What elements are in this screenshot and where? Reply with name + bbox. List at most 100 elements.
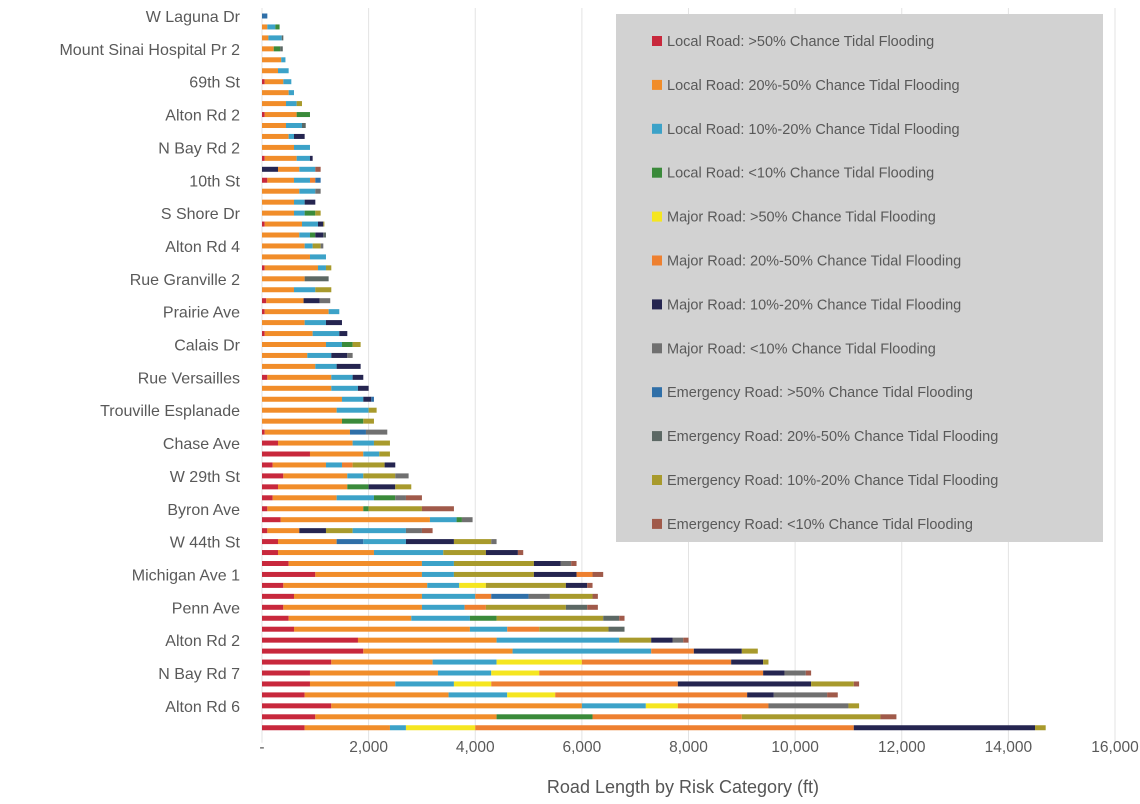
- bar-segment: [283, 473, 348, 479]
- bar-segment: [262, 298, 267, 304]
- bar-segment: [341, 462, 353, 468]
- bar-segment: [262, 188, 300, 194]
- bar-segment: [619, 637, 652, 643]
- y-tick-label: N Bay Rd 7: [158, 666, 240, 683]
- bar-segment: [773, 692, 828, 698]
- bar-segment: [581, 703, 646, 709]
- bar-segment: [453, 681, 492, 687]
- bar-segment: [304, 725, 390, 731]
- bar-segment: [336, 539, 364, 545]
- bar-segment: [301, 221, 318, 227]
- bar-segment: [312, 243, 321, 249]
- bar-segment: [347, 484, 369, 490]
- bar-segment: [363, 539, 406, 545]
- bar-segment: [384, 462, 396, 468]
- bar-segment: [619, 615, 625, 621]
- y-tick-label: Alton Rd 4: [165, 239, 240, 256]
- bar-segment: [296, 112, 310, 118]
- bar-segment: [405, 528, 422, 534]
- y-tick-label: Trouville Esplanade: [100, 403, 240, 420]
- bar-segment: [405, 495, 422, 501]
- bar-segment: [264, 155, 297, 161]
- bar-segment: [683, 637, 689, 643]
- bar-segment: [264, 265, 318, 271]
- bar-row: [262, 57, 286, 63]
- bar-segment: [275, 24, 280, 30]
- bar-segment: [339, 331, 348, 337]
- bar-segment: [262, 703, 332, 709]
- bar-segment: [507, 692, 556, 698]
- bar-segment: [549, 593, 593, 599]
- x-axis-tick-labels: - 2,000 4,000 6,000 8,000 10,000 12,000 14,000 1…: [259, 739, 1139, 756]
- bar-segment: [293, 177, 310, 183]
- bar-segment: [368, 506, 422, 512]
- bar-segment: [373, 550, 444, 556]
- bar-segment: [784, 670, 806, 676]
- bar-segment: [587, 604, 598, 610]
- bar-row: [262, 396, 374, 402]
- bar-segment: [293, 287, 316, 293]
- y-tick-label: Alton Rd 2: [165, 108, 240, 125]
- bar-segment: [323, 232, 326, 238]
- bar-segment: [315, 714, 497, 720]
- bar-segment: [485, 582, 566, 588]
- bar-segment: [262, 90, 289, 96]
- bar-segment: [304, 243, 313, 249]
- bar-segment: [741, 648, 758, 654]
- bar-segment: [365, 429, 388, 435]
- bar-segment: [485, 550, 518, 556]
- bar-segment: [368, 407, 377, 413]
- bar-segment: [317, 265, 326, 271]
- bar-row: [262, 363, 361, 369]
- bar-segment: [262, 155, 265, 161]
- legend-label: Emergency Road: <10% Chance Tidal Floodi…: [667, 517, 973, 533]
- bar-row: [262, 374, 364, 380]
- bar-segment: [262, 210, 294, 216]
- legend-swatch: [652, 475, 662, 485]
- bar-segment: [262, 637, 358, 643]
- bar-segment: [262, 539, 278, 545]
- bar-segment: [262, 692, 305, 698]
- bar-segment: [266, 298, 304, 304]
- bar-segment: [288, 561, 422, 566]
- legend-item: Major Road: 10%-20% Chance Tidal Floodin…: [652, 297, 961, 313]
- y-tick-label: Rue Versailles: [138, 370, 240, 387]
- legend-item: Local Road: >50% Chance Tidal Flooding: [652, 34, 934, 50]
- legend-item: Local Road: 10%-20% Chance Tidal Floodin…: [652, 122, 960, 138]
- bar-segment: [347, 473, 364, 479]
- bar-row: [262, 265, 332, 271]
- bar-segment: [285, 101, 297, 107]
- bar-segment: [325, 265, 332, 271]
- bar-row: [262, 210, 321, 216]
- bar-segment: [363, 451, 380, 457]
- bar-row: [262, 331, 348, 337]
- bar-segment: [262, 528, 268, 534]
- bar-segment: [262, 232, 300, 238]
- bar-segment: [264, 331, 313, 337]
- bar-segment: [453, 561, 534, 566]
- bar-segment: [763, 659, 769, 665]
- bar-segment: [373, 440, 390, 446]
- x-axis-title: Road Length by Risk Category (ft): [547, 777, 819, 797]
- bar-segment: [277, 484, 348, 490]
- bar-segment: [315, 210, 321, 216]
- bar-segment: [277, 440, 353, 446]
- bar-segment: [325, 528, 353, 534]
- legend-item: Emergency Road: <10% Chance Tidal Floodi…: [652, 517, 973, 533]
- bar-row: [262, 648, 758, 654]
- legend-item: Emergency Road: 10%-20% Chance Tidal Flo…: [652, 473, 998, 489]
- x-tick-label: 10,000: [771, 739, 819, 756]
- bar-segment: [651, 637, 673, 643]
- legend-swatch: [652, 518, 662, 529]
- bar-segment: [328, 309, 340, 315]
- bar-segment: [262, 484, 278, 490]
- bar-segment: [581, 659, 732, 665]
- legend-label: Major Road: >50% Chance Tidal Flooding: [667, 210, 936, 226]
- bar-segment: [763, 670, 785, 676]
- bar-row: [262, 123, 306, 128]
- bar-segment: [262, 123, 286, 128]
- bar-segment: [309, 451, 364, 457]
- bar-segment: [277, 68, 289, 74]
- bar-segment: [262, 352, 308, 358]
